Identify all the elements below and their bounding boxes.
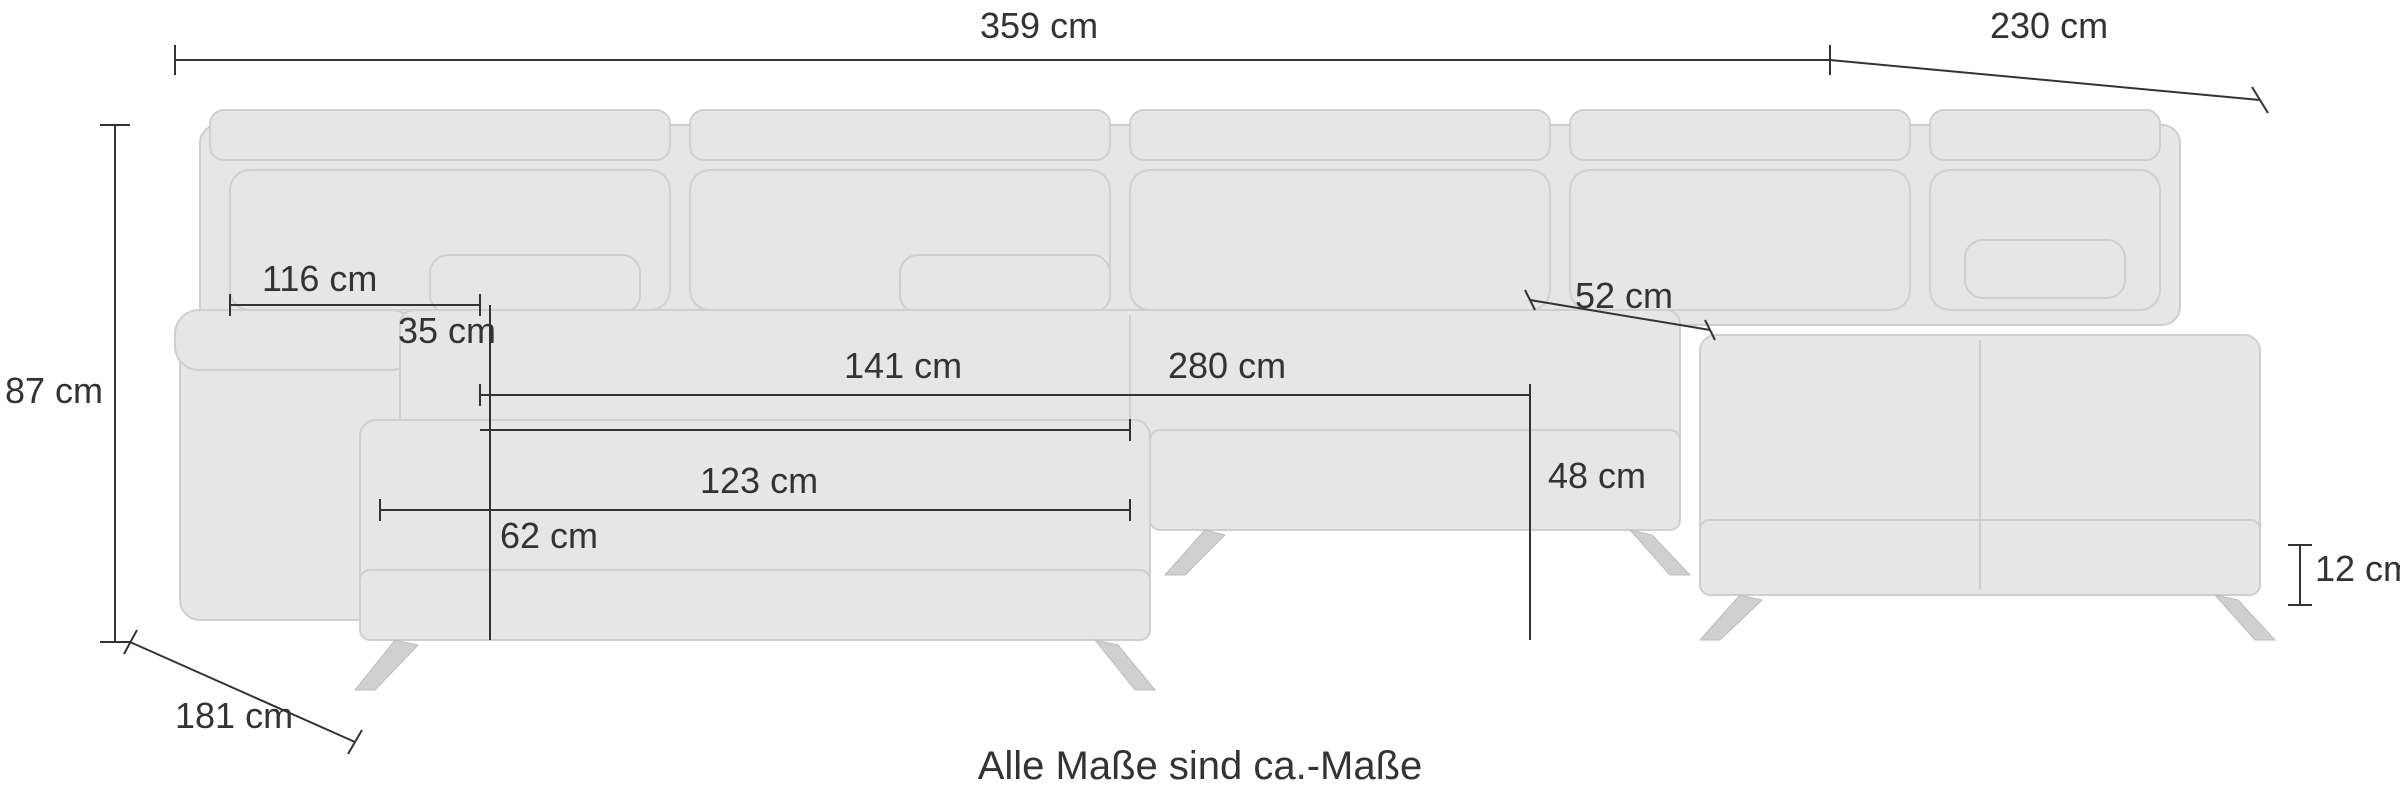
dim-leg-height: 12 cm [2315, 548, 2400, 590]
dim-seat-52: 52 cm [1575, 275, 1673, 317]
dim-back-62: 62 cm [500, 515, 598, 557]
dim-seat-height-48: 48 cm [1548, 455, 1646, 497]
dim-depth-left: 181 cm [175, 695, 293, 737]
dim-width-top-left: 359 cm [980, 5, 1098, 47]
dim-seat-141: 141 cm [844, 345, 962, 387]
dim-width-top-right: 230 cm [1990, 5, 2108, 47]
dimension-lines [0, 0, 2400, 789]
dim-seat-280: 280 cm [1168, 345, 1286, 387]
dim-armrest-height: 35 cm [398, 310, 496, 352]
caption-text: Alle Maße sind ca.-Maße [0, 744, 2400, 789]
dim-armrest-width: 116 cm [262, 258, 377, 300]
dim-chaise-123: 123 cm [700, 460, 818, 502]
diagram-stage: 359 cm 230 cm 87 cm 181 cm 12 cm 116 cm … [0, 0, 2400, 789]
dim-height-left: 87 cm [5, 370, 103, 412]
